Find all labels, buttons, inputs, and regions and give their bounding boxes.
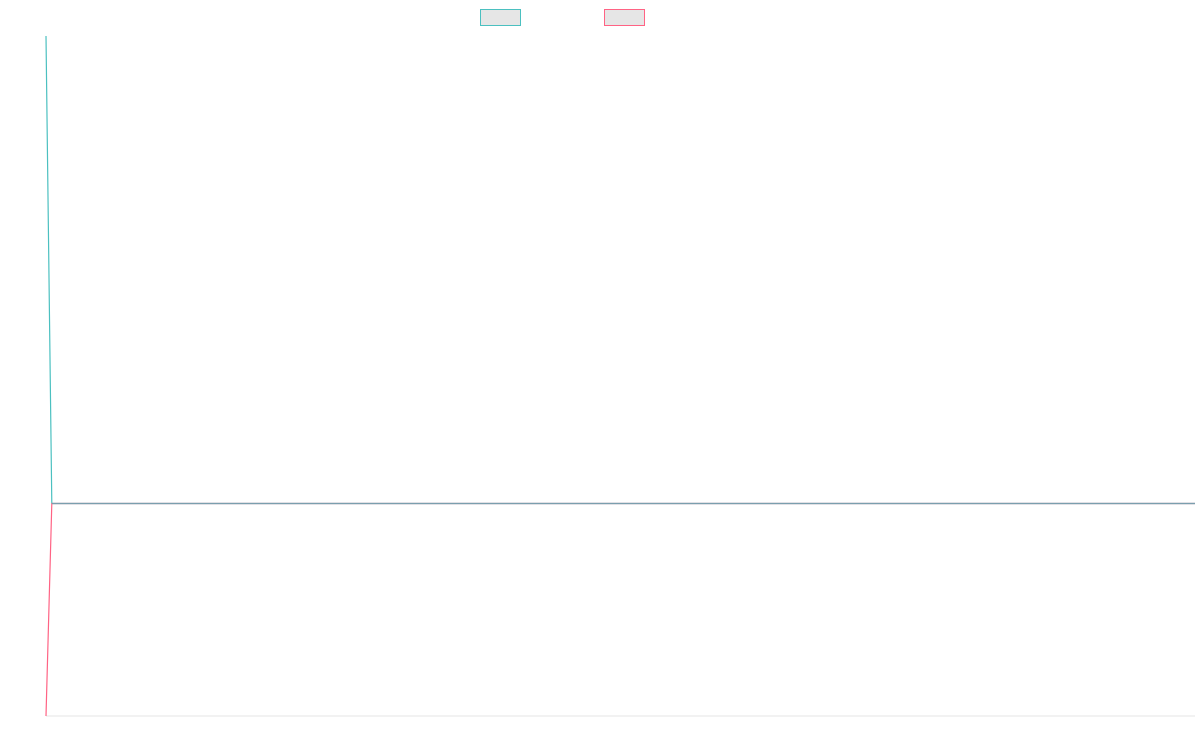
series-line-2[interactable]	[45, 502, 1195, 717]
legend-swatch-2[interactable]	[604, 9, 645, 26]
axes	[46, 715, 1195, 717]
series-layer	[45, 35, 1195, 717]
legend-swatch-1[interactable]	[480, 9, 521, 26]
series-line-1[interactable]	[45, 35, 1195, 505]
legend[interactable]	[480, 9, 645, 26]
